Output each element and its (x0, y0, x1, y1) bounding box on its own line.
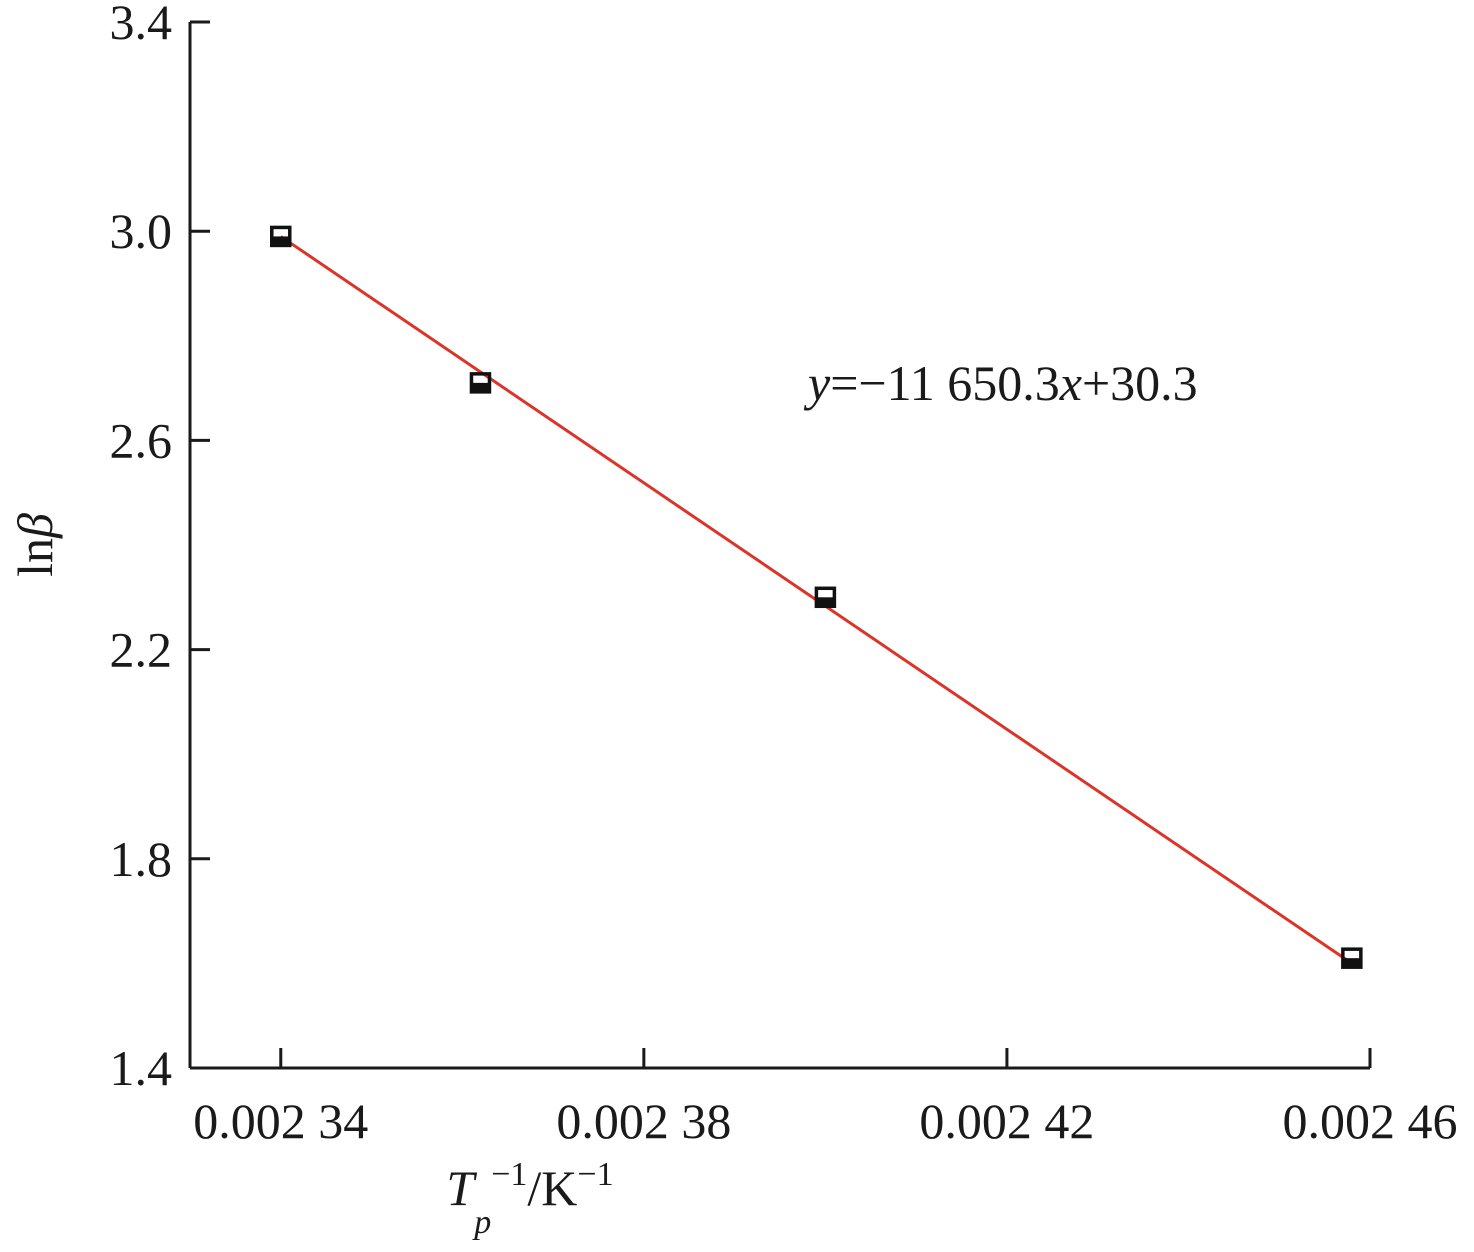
equation-part: x (1059, 355, 1082, 411)
equation-part: y (803, 355, 831, 411)
y-tick-label: 2.2 (110, 622, 173, 678)
x-label-part: −1 (491, 1156, 527, 1193)
x-tick-label: 0.002 46 (1283, 1093, 1458, 1149)
data-point (1341, 947, 1363, 969)
marker-outline (469, 372, 492, 394)
marker-fill (271, 236, 290, 246)
x-tick-label: 0.002 38 (556, 1093, 731, 1149)
y-axis-label: lnβ (7, 513, 63, 577)
x-label-part: p (472, 1204, 491, 1241)
fit-equation: y=−11 650.3x+30.3 (803, 355, 1198, 411)
equation-part: =−11 650.3 (830, 355, 1060, 411)
x-label-part: /K (527, 1160, 577, 1216)
marker-outline (270, 225, 292, 248)
y-tick-label: 1.8 (110, 831, 173, 887)
x-label-part: T (446, 1160, 477, 1216)
y-label-part: β (7, 513, 63, 539)
y-tick-label: 3.0 (110, 203, 173, 259)
data-point (270, 225, 292, 248)
marker-outline (814, 586, 837, 609)
y-tick-label: 3.4 (110, 0, 173, 50)
y-tick-label: 2.6 (110, 412, 173, 468)
marker-fill (1342, 958, 1361, 968)
y-label-part: ln (7, 538, 63, 577)
x-axis-label: Tp−1/K−1 (446, 1156, 613, 1241)
marker-fill (816, 597, 835, 607)
data-point (469, 372, 492, 394)
marker-outline (1341, 947, 1363, 969)
marker-fill (471, 382, 490, 392)
equation-part: +30.3 (1082, 355, 1198, 411)
x-tick-label: 0.002 34 (193, 1093, 368, 1149)
data-point (814, 586, 837, 609)
x-tick-label: 0.002 42 (919, 1093, 1094, 1149)
y-tick-label: 1.4 (110, 1040, 173, 1096)
x-label-part: −1 (577, 1156, 613, 1193)
